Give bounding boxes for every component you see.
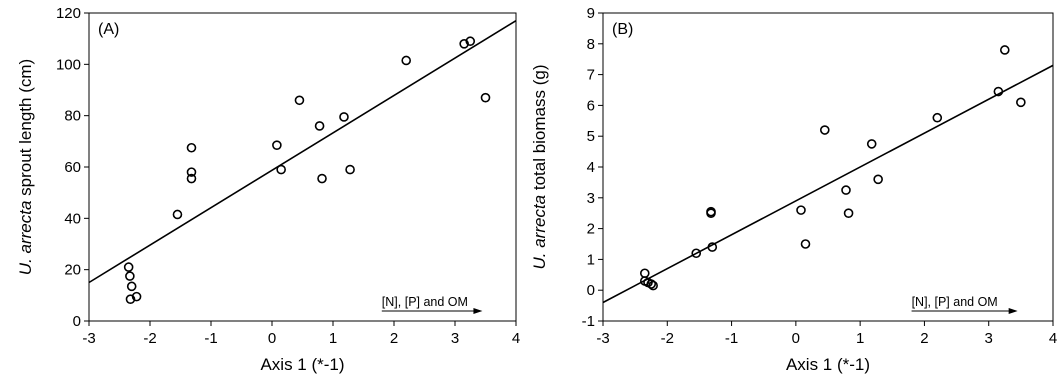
panel-a-y-axis-title: U. arrecta sprout length (cm) bbox=[16, 59, 35, 275]
panel-a-y-tick-label: 120 bbox=[56, 5, 81, 22]
panel-b-x-tick-label: -3 bbox=[596, 330, 609, 347]
panel-a-y-tick-label: 80 bbox=[64, 108, 81, 125]
panel-b-data-point bbox=[646, 279, 657, 289]
panel-a-x-tick-label: 0 bbox=[268, 330, 276, 347]
panel-b-data-point bbox=[841, 185, 851, 195]
panel-b-x-tick-label: -2 bbox=[661, 330, 674, 347]
panel-b-regression-line bbox=[602, 64, 1054, 304]
panel-b-data-point bbox=[993, 86, 1004, 97]
panel-b-data-point bbox=[999, 45, 1010, 55]
panel-b-y-tick-label: 4 bbox=[587, 159, 595, 176]
panel-b-data-point bbox=[866, 139, 877, 149]
panel-a-data-point bbox=[317, 173, 327, 184]
panel-a-data-point bbox=[186, 167, 197, 177]
panel-b-gradient-arrow-head bbox=[1008, 308, 1018, 314]
panel-a-gradient-arrow-head bbox=[473, 308, 483, 314]
panel-b-y-tick-label: 2 bbox=[587, 221, 595, 238]
panel-b-plot-frame bbox=[602, 12, 1054, 322]
panel-a-x-tick-label: 4 bbox=[512, 330, 520, 347]
panel-a-data-point bbox=[345, 164, 355, 175]
panel-b-data-point bbox=[639, 268, 650, 279]
panel-b-x-tick-label: 2 bbox=[920, 330, 928, 347]
panel-b-data-point bbox=[1016, 97, 1026, 108]
panel-b-y-tick-label: 1 bbox=[587, 251, 595, 268]
panel-a-x-tick-label: -2 bbox=[143, 330, 156, 347]
panel-a-y-tick-label: 0 bbox=[73, 313, 81, 330]
panel-b-data-point bbox=[873, 174, 883, 185]
panel-a-x-tick-label: 2 bbox=[390, 330, 398, 347]
panel-a-x-tick-label: -1 bbox=[204, 330, 217, 347]
panel-a-data-point bbox=[314, 121, 325, 131]
panel-b-data-point bbox=[706, 208, 716, 218]
panel-a-y-tick-label: 60 bbox=[64, 159, 81, 176]
panel-a-y-tick-label: 20 bbox=[64, 262, 81, 279]
panel-b-y-tick-label: 8 bbox=[587, 36, 595, 53]
panel-a-data-point bbox=[172, 209, 183, 220]
panel-a-data-point bbox=[339, 112, 349, 122]
panel-b-label: (B) bbox=[612, 21, 633, 38]
panel-a-x-axis-title: Axis 1 (*-1) bbox=[260, 355, 344, 374]
panel-b-data-point bbox=[707, 242, 718, 252]
panel-a-data-point bbox=[276, 164, 286, 175]
panel-b-data-point bbox=[691, 248, 702, 259]
panel-b-data-point bbox=[796, 205, 806, 215]
panel-a-x-tick-label: 3 bbox=[451, 330, 459, 347]
panel-a-data-point bbox=[401, 55, 412, 66]
panel-a-data-point bbox=[459, 38, 469, 49]
panel-a-x-tick-label: 1 bbox=[329, 330, 337, 347]
panel-b-y-axis-title: U. arrecta total biomass (g) bbox=[530, 64, 549, 269]
panel-b-x-tick-label: 4 bbox=[1049, 330, 1057, 347]
panel-a-y-axis-title-species: U. arrecta bbox=[16, 201, 35, 276]
panel-b-data-point bbox=[843, 208, 854, 218]
panel-a-data-point bbox=[186, 173, 197, 184]
panel-b-y-tick-label: 9 bbox=[587, 5, 595, 22]
panel-b-x-tick-label: 0 bbox=[792, 330, 800, 347]
panel-b: -3 -2 -1 0 1 2 3 4 -1 0 1 2 3 4 5 6 7 8 9 Axis 1 (*-1) U. ar… bbox=[530, 5, 1057, 374]
panel-b-y-tick-label: 3 bbox=[587, 190, 595, 207]
panel-a-data-point bbox=[186, 142, 197, 153]
panel-b-y-axis-title-rest: total biomass (g) bbox=[530, 64, 549, 194]
panel-a-data-point bbox=[123, 262, 134, 272]
panel-b-data-point bbox=[648, 280, 658, 291]
panel-a-data-point bbox=[480, 92, 491, 103]
panel-a-x-tick-label: -3 bbox=[82, 330, 95, 347]
panel-a-data-point bbox=[125, 294, 136, 304]
panel-b-x-tick-label: 3 bbox=[985, 330, 993, 347]
panel-a-y-tick-label: 100 bbox=[56, 56, 81, 73]
panel-b-x-tick-label: -1 bbox=[725, 330, 738, 347]
panel-a-data-point bbox=[125, 271, 135, 281]
panel-a-y-tick-label: 40 bbox=[64, 210, 81, 227]
panel-b-x-axis-title: Axis 1 (*-1) bbox=[786, 355, 870, 374]
panel-b-y-tick-label: -1 bbox=[582, 313, 595, 330]
panel-a-data-point bbox=[272, 140, 282, 150]
panel-b-y-tick-label: 6 bbox=[587, 97, 595, 114]
panel-b-y-tick-label: 7 bbox=[587, 67, 595, 84]
panel-b-x-tick-label: 1 bbox=[856, 330, 864, 347]
panel-a-data-point bbox=[465, 36, 476, 47]
panel-b-gradient-label: [N], [P] and OM bbox=[912, 295, 998, 309]
panel-a-regression-line bbox=[88, 20, 517, 284]
panel-a-label: (A) bbox=[98, 21, 119, 38]
panel-a-gradient-label: [N], [P] and OM bbox=[382, 295, 468, 309]
panel-a-y-axis-title-rest: sprout length (cm) bbox=[16, 59, 35, 201]
panel-a-data-point bbox=[126, 281, 137, 292]
panel-b-data-point bbox=[819, 125, 830, 135]
panel-b-data-point bbox=[932, 112, 943, 123]
panel-b-y-axis-title-species: U. arrecta bbox=[530, 195, 549, 270]
panel-a-data-point bbox=[294, 95, 305, 106]
panel-a-data-point bbox=[131, 291, 142, 302]
panel-b-y-tick-label: 0 bbox=[587, 282, 595, 299]
panel-b-y-tick-label: 5 bbox=[587, 128, 595, 145]
panel-b-data-point bbox=[800, 239, 811, 249]
